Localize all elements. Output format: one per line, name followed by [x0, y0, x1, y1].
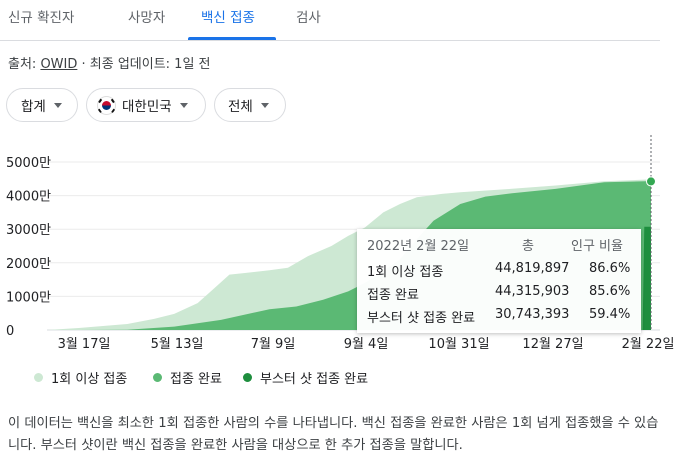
chevron-down-icon [179, 102, 188, 108]
legend-label: 부스터 샷 접종 완료 [260, 371, 369, 387]
x-tick-label: 7월 9일 [251, 337, 296, 352]
chevron-down-icon [260, 102, 269, 108]
tooltip-row-ratio: 59.4% [589, 307, 631, 322]
tooltip-date: 2022년 2월 22일 [367, 239, 470, 254]
source-link[interactable]: OWID [40, 57, 78, 72]
tooltip-row-total: 44,819,897 [495, 261, 570, 276]
x-tick-label: 3월 17일 [58, 337, 111, 352]
x-tick-label: 10월 31일 [428, 337, 489, 352]
legend-label: 1회 이상 접종 [51, 371, 128, 387]
legend-item-first-dose[interactable]: 1회 이상 접종 [34, 368, 128, 387]
country-dropdown-label: 대한민국 [122, 99, 172, 115]
y-tick-label: 5000만 [6, 156, 51, 171]
tabs-divider [0, 40, 660, 41]
y-tick-label: 4000만 [6, 190, 51, 205]
area-series-3 [642, 226, 651, 330]
tooltip-row: 1회 이상 접종 44,819,897 86.6% [367, 261, 631, 281]
tooltip-row-label: 부스터 샷 접종 완료 [367, 311, 476, 326]
tab-tests[interactable]: 검사 [296, 10, 321, 26]
y-tick-label: 3000만 [6, 223, 51, 238]
tooltip-col-total: 총 [522, 239, 534, 254]
tab-deaths[interactable]: 사망자 [128, 10, 166, 26]
korea-flag-icon [97, 95, 116, 115]
tooltip-row-ratio: 85.6% [589, 284, 631, 299]
legend-swatch [153, 372, 162, 382]
tooltip-row: 부스터 샷 접종 완료 30,743,393 59.4% [367, 307, 631, 327]
update-info: · 최종 업데이트: 1일 전 [77, 57, 211, 72]
data-description: 이 데이터는 백신을 최소한 1회 접종한 사람의 수를 나타냅니다. 백신 접… [8, 416, 659, 453]
tooltip-row-total: 44,315,903 [495, 284, 570, 299]
scope-dropdown[interactable]: 합계 [6, 88, 78, 122]
legend-item-booster[interactable]: 부스터 샷 접종 완료 [243, 368, 369, 387]
chevron-down-icon [53, 102, 62, 108]
legend-swatch [34, 372, 43, 382]
chart-tooltip: 2022년 2월 22일 총 인구 비율 1회 이상 접종 44,819,897… [357, 229, 641, 333]
source-prefix: 출처: [8, 57, 41, 72]
active-tab-indicator [188, 37, 276, 40]
tooltip-row: 접종 완료 44,315,903 85.6% [367, 284, 631, 304]
tooltip-row-label: 1회 이상 접종 [367, 265, 444, 280]
tab-vaccination[interactable]: 백신 접종 [201, 10, 255, 26]
tooltip-row-total: 30,743,393 [495, 307, 570, 322]
tooltip-row-ratio: 86.6% [589, 261, 631, 276]
tab-bar: 신규 확진자 사망자 백신 접종 검사 [0, 0, 675, 42]
y-tick-label: 0 [6, 324, 14, 339]
tooltip-row-label: 접종 완료 [367, 288, 419, 303]
scope-dropdown-label: 합계 [21, 99, 46, 115]
range-dropdown[interactable]: 전체 [214, 88, 286, 122]
y-tick-label: 1000만 [6, 290, 51, 305]
country-dropdown[interactable]: 대한민국 [86, 88, 206, 122]
legend-swatch [243, 372, 252, 382]
x-tick-label: 9월 4일 [344, 337, 389, 352]
x-tick-label: 5월 13일 [151, 337, 204, 352]
tooltip-col-ratio: 인구 비율 [571, 239, 623, 254]
hover-point [646, 176, 656, 187]
legend-item-fully-vaccinated[interactable]: 접종 완료 [153, 368, 222, 387]
source-line: 출처: OWID · 최종 업데이트: 1일 전 [8, 53, 211, 72]
legend-label: 접종 완료 [170, 371, 222, 387]
x-tick-label: 12월 27일 [522, 337, 583, 352]
x-tick-label: 2월 22일 [622, 337, 675, 352]
tab-new-cases[interactable]: 신규 확진자 [8, 10, 75, 26]
range-dropdown-label: 전체 [228, 99, 253, 115]
y-tick-label: 2000만 [6, 257, 51, 272]
